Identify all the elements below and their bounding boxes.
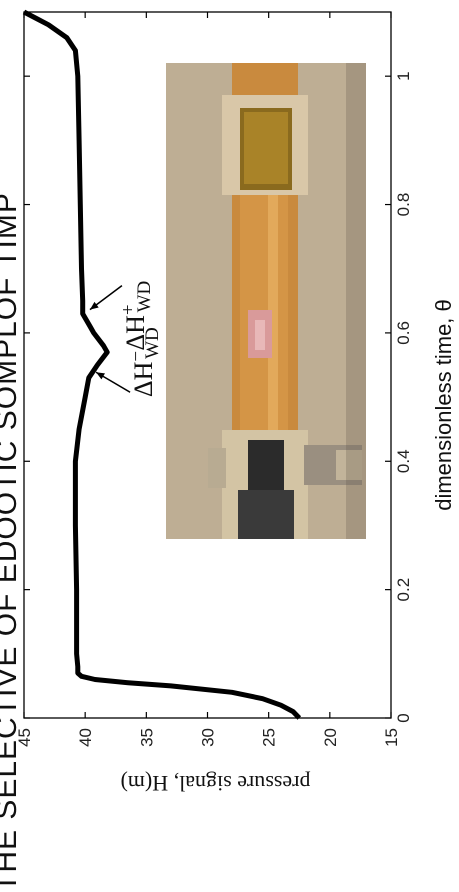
x-axis-label: dimensionless time, θ [431,299,456,511]
x-tick-label: 0.8 [394,193,413,217]
y-tick-label: 15 [382,728,401,747]
y-tick-label: 25 [260,728,279,747]
x-tick-label: 0.6 [394,321,413,345]
y-axis-label: pressure signal, H(m) [120,771,310,796]
y-tick-label: 45 [15,728,34,747]
annotation-arrowhead [96,372,105,380]
series-line-0 [22,9,302,720]
y-tick-label: 20 [321,728,340,747]
chart-title: THE SELECTIVE OF EDOOTIC SOMPLOF TIMP [0,192,23,892]
x-tick-label: 0.4 [394,449,413,473]
annotation-label: ΔH+WD [118,281,155,351]
annotation-arrowhead [89,301,99,310]
y-axis: 15 20 25 30 35 40 45 [15,12,401,747]
y-tick-label: 35 [137,728,156,747]
annotation-label: ΔH−WD [126,327,163,397]
x-axis: 0 0.2 0.4 0.6 0.8 1 [24,71,413,723]
x-tick-label: 0 [394,713,413,722]
y-tick-label: 30 [199,728,218,747]
y-tick-label: 40 [76,728,95,747]
series-layer [22,9,302,720]
x-tick-label: 0.2 [394,578,413,602]
x-tick-label: 1 [394,71,413,80]
inset-photo [166,63,366,539]
